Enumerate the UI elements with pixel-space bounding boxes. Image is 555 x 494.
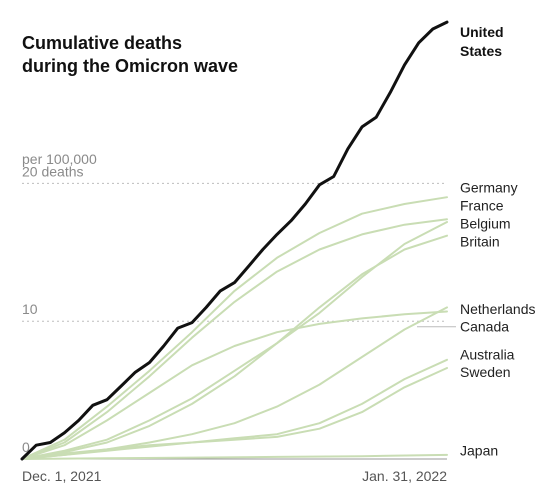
series-line-japan: [21, 453, 448, 460]
series-label-text: Sweden: [460, 364, 511, 380]
series-line-sweden: [21, 367, 448, 460]
series-label-netherlands: Netherlands: [460, 301, 536, 317]
series-label-text: Japan: [460, 443, 498, 459]
series-label-text: Netherlands: [460, 301, 536, 317]
chart-title-line-2: during the Omicron wave: [22, 56, 238, 76]
series-label-text: Britain: [460, 233, 500, 249]
series-line-france: [21, 218, 448, 460]
series-label-sweden: Sweden: [460, 364, 511, 380]
series-line-britain: [21, 234, 448, 460]
series-lines: [20, 20, 449, 461]
series-label-belgium: Belgium: [460, 215, 511, 231]
series-line-canada: [21, 306, 448, 460]
series-line-united-states: [20, 20, 449, 461]
series-label-text: France: [460, 197, 504, 213]
series-label-japan: Japan: [460, 443, 498, 459]
series-label-text: Germany: [460, 180, 518, 196]
y-tick-label-20: 20 deaths: [22, 163, 84, 179]
series-line-germany: [21, 196, 448, 460]
series-label-text: Australia: [460, 346, 515, 362]
x-start-label: Dec. 1, 2021: [22, 468, 102, 484]
series-label-text: Belgium: [460, 215, 511, 231]
x-end-label: Jan. 31, 2022: [362, 468, 447, 484]
gridlines: [22, 182, 447, 322]
series-label-france: France: [460, 197, 504, 213]
y-unit-label-line-2: per 100,000: [22, 151, 97, 167]
series-label-text: United: [460, 24, 504, 40]
series-label-text: States: [460, 43, 502, 59]
series-label-britain: Britain: [460, 233, 500, 249]
y-tick-label-0: 0: [22, 439, 30, 455]
series-line-australia: [21, 358, 448, 460]
series-label-germany: Germany: [460, 180, 518, 196]
y-tick-labels: 0 10 20 deaths: [22, 163, 84, 455]
chart-title-line-1: Cumulative deaths: [22, 33, 182, 53]
series-label-text: Canada: [460, 319, 509, 335]
series-label-australia: Australia: [460, 346, 515, 362]
series-label-canada: Canada: [417, 319, 509, 335]
y-tick-label-10: 10: [22, 301, 38, 317]
series-line-netherlands: [21, 310, 448, 460]
series-label-united-states: United States: [460, 24, 504, 59]
